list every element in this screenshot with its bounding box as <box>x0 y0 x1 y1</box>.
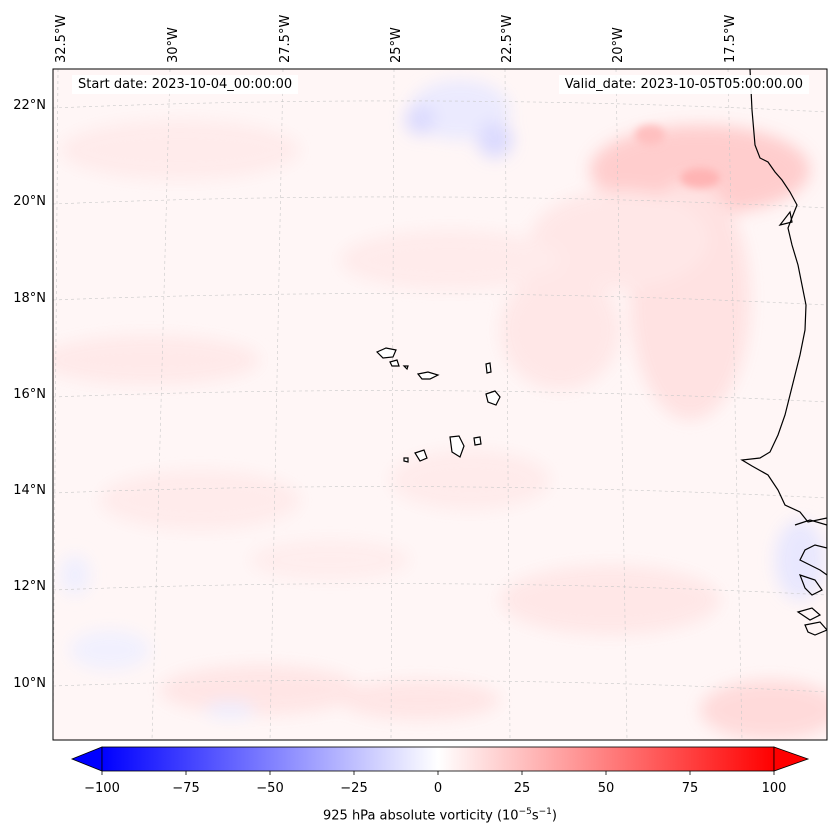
map-frame <box>52 68 828 741</box>
lat-label-20n: 20°N <box>13 194 46 209</box>
colorbar-ticks <box>101 771 775 775</box>
lat-label-12n: 12°N <box>13 579 46 594</box>
valid-date-label: Valid_date: 2023-10-05T05:00:00.00 <box>558 75 809 94</box>
lon-label-27-5w: 27.5°W <box>278 14 293 63</box>
graticule <box>53 69 827 740</box>
colorbar-title-unit: s <box>531 808 539 824</box>
colorbar-title-exp1: −5 <box>518 807 532 817</box>
coastline <box>740 69 827 636</box>
vorticity-field <box>53 69 827 740</box>
lat-label-14n: 14°N <box>13 483 46 498</box>
lon-label-25w: 25°W <box>389 27 404 63</box>
colorbar-tick-label: 75 <box>681 781 699 796</box>
colorbar-min-arrow <box>70 746 103 772</box>
lat-label-22n: 22°N <box>13 98 46 113</box>
lat-label-10n: 10°N <box>13 676 46 691</box>
start-date-label: Start date: 2023-10-04_00:00:00 <box>72 75 299 94</box>
colorbar-title-main: 925 hPa absolute vorticity (10 <box>323 808 519 824</box>
cape-verde-islands <box>375 347 501 463</box>
colorbar-title-exp2: −1 <box>538 807 552 817</box>
colorbar-title-end: ) <box>551 808 557 824</box>
colorbar-tick-label: −100 <box>84 781 120 796</box>
lat-label-18n: 18°N <box>13 291 46 306</box>
lat-label-16n: 16°N <box>13 387 46 402</box>
colorbar <box>70 746 810 775</box>
colorbar-gradient <box>101 746 775 772</box>
lon-label-22-5w: 22.5°W <box>500 14 515 63</box>
colorbar-title: 925 hPa absolute vorticity (10−5s−1) <box>0 807 837 823</box>
lon-label-20w: 20°W <box>611 27 626 63</box>
colorbar-tick-label: 100 <box>761 781 787 796</box>
colorbar-tick-label: −25 <box>340 781 368 796</box>
colorbar-tick-label: −50 <box>256 781 284 796</box>
lon-label-32-5w: 32.5°W <box>54 14 69 63</box>
colorbar-tick-label: 25 <box>513 781 531 796</box>
lon-label-30w: 30°W <box>166 27 181 63</box>
colorbar-tick-label: −75 <box>172 781 200 796</box>
colorbar-tick-label: 0 <box>433 781 443 796</box>
lon-label-17-5w: 17.5°W <box>723 14 738 63</box>
colorbar-max-arrow <box>773 746 810 772</box>
colorbar-tick-label: 50 <box>597 781 615 796</box>
